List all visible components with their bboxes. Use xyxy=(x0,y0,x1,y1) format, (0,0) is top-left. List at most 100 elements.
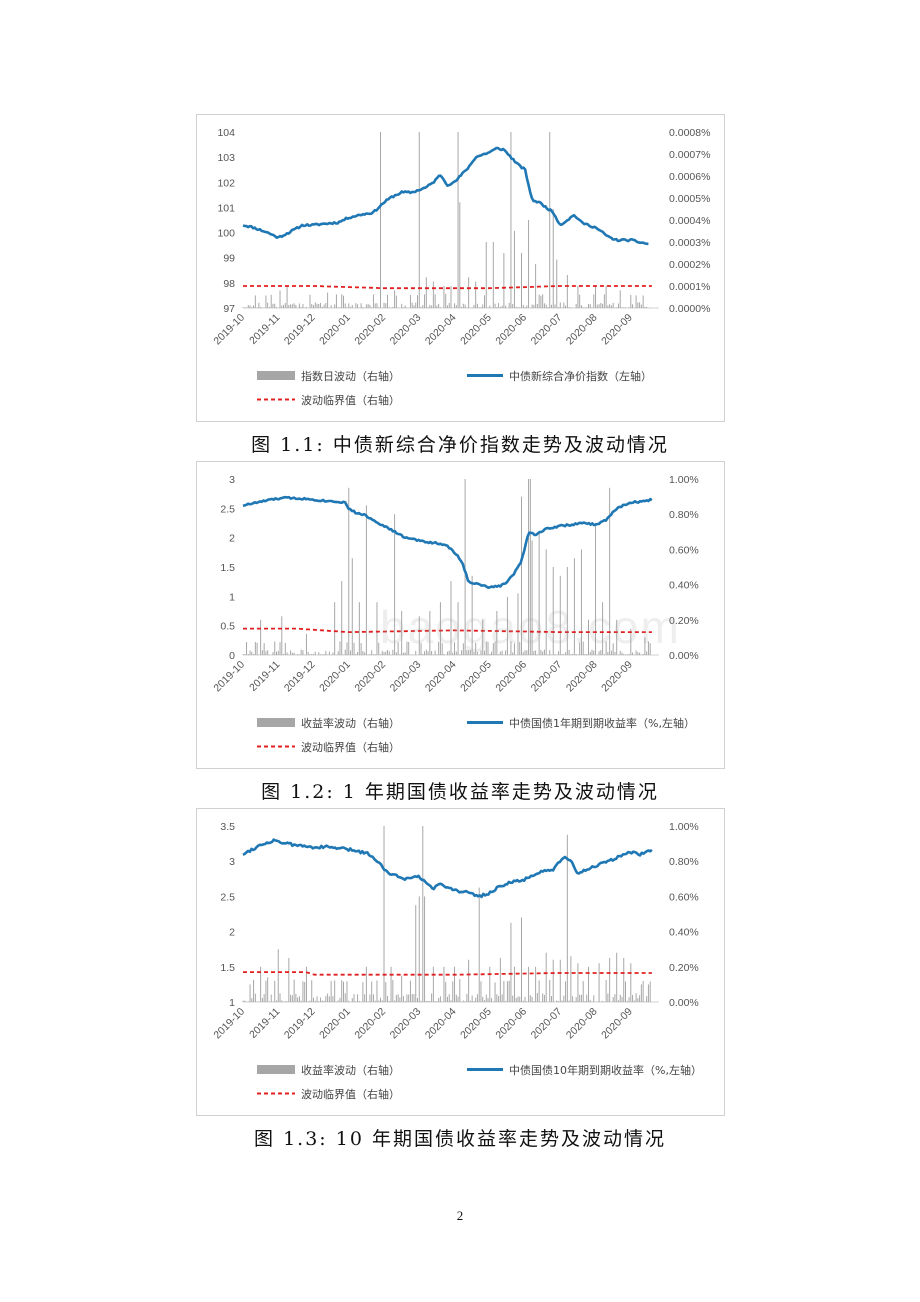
bar xyxy=(570,654,572,655)
bar xyxy=(290,994,292,1002)
bar xyxy=(247,305,249,308)
bar xyxy=(499,958,501,1002)
bar xyxy=(575,997,577,1002)
bar xyxy=(288,958,290,1002)
bar xyxy=(256,1001,258,1002)
bar xyxy=(598,304,600,308)
bar xyxy=(584,1001,586,1002)
right-axis-tick-label: 0.60% xyxy=(669,891,699,903)
bar xyxy=(487,998,489,1002)
bar xyxy=(265,980,267,1002)
bar xyxy=(623,653,625,655)
bar xyxy=(454,642,456,655)
bar xyxy=(639,652,641,655)
bar xyxy=(251,998,253,1002)
bar xyxy=(429,304,431,308)
bar xyxy=(543,649,545,655)
x-axis-tick-label: 2020-08 xyxy=(564,659,600,695)
x-axis-tick-label: 2020-04 xyxy=(423,312,459,348)
bar xyxy=(595,523,597,655)
x-axis-tick-label: 2020-04 xyxy=(423,1006,459,1042)
bar xyxy=(501,650,503,655)
bar xyxy=(649,981,651,1002)
bar xyxy=(436,654,438,655)
right-axis-tick-label: 0.40% xyxy=(669,927,699,939)
bar xyxy=(492,1001,494,1002)
bar xyxy=(519,641,521,655)
bar xyxy=(464,304,466,308)
bar xyxy=(614,994,616,1002)
bar xyxy=(619,650,621,655)
bar xyxy=(246,307,248,308)
bar xyxy=(558,307,560,308)
yield-line xyxy=(242,495,653,589)
bar xyxy=(561,654,563,655)
bar xyxy=(543,994,545,1002)
bar xyxy=(388,307,390,308)
bar xyxy=(334,304,336,308)
legend: 收益率波动（右轴） 中债国债1年期到期收益率（%,左轴） 波动临界值（右轴） xyxy=(257,716,695,754)
bar xyxy=(545,952,547,1002)
bar xyxy=(279,642,281,655)
bar xyxy=(330,305,332,308)
bar xyxy=(510,132,512,308)
bar xyxy=(621,996,623,1002)
bar xyxy=(577,286,579,308)
bar xyxy=(321,1000,323,1002)
chart-1y-yield: 3 2.5 2 1.5 1 0.5 0 1.00% 0.80% 0.60% 0.40% 0.20% 0.… xyxy=(211,474,699,754)
bar xyxy=(364,652,366,655)
bar xyxy=(607,305,609,308)
bar xyxy=(283,654,285,655)
bar xyxy=(293,652,295,655)
bar xyxy=(288,654,290,655)
bar xyxy=(609,958,611,1002)
bar xyxy=(633,1000,635,1002)
bar xyxy=(284,642,286,655)
bar xyxy=(364,994,366,1002)
left-axis-tick-label: 104 xyxy=(217,127,235,139)
left-axis-tick-label: 1.5 xyxy=(220,962,235,974)
right-axis-tick-label: 0.00% xyxy=(669,650,699,662)
bar xyxy=(464,1001,466,1002)
bar xyxy=(344,303,346,308)
bar xyxy=(565,652,567,655)
bar xyxy=(579,294,581,308)
bar xyxy=(635,993,637,1002)
bar xyxy=(320,997,322,1002)
bar xyxy=(424,896,426,1002)
bar xyxy=(469,1000,471,1002)
bar xyxy=(589,651,591,655)
right-axis-tick-label: 0.0005% xyxy=(669,193,710,205)
bar xyxy=(524,996,526,1002)
bar xyxy=(640,984,642,1002)
bar xyxy=(422,653,424,655)
left-axis-tick-label: 2 xyxy=(229,533,235,545)
bar xyxy=(552,959,554,1002)
bar xyxy=(450,1000,452,1002)
bar xyxy=(427,651,429,655)
bar xyxy=(401,975,403,1002)
bar xyxy=(529,479,531,655)
bar xyxy=(559,575,561,655)
bar xyxy=(505,650,507,655)
bar xyxy=(554,654,556,655)
bar xyxy=(589,304,591,308)
bar xyxy=(379,654,381,655)
bar xyxy=(626,1000,628,1002)
left-axis-tick-label: 3 xyxy=(229,856,235,868)
bar xyxy=(489,654,491,655)
bar xyxy=(443,966,445,1002)
bar xyxy=(607,651,609,655)
bar xyxy=(635,650,637,655)
left-axis-tick-label: 99 xyxy=(223,253,235,265)
bar xyxy=(649,643,651,655)
bar xyxy=(362,651,364,655)
bar xyxy=(260,966,262,1002)
bar xyxy=(471,575,473,655)
bar xyxy=(461,650,463,655)
bar xyxy=(476,994,478,1002)
x-axis-tick-label: 2019-11 xyxy=(247,659,282,694)
bar xyxy=(593,294,595,308)
bar xyxy=(385,651,387,655)
bar xyxy=(371,650,373,655)
